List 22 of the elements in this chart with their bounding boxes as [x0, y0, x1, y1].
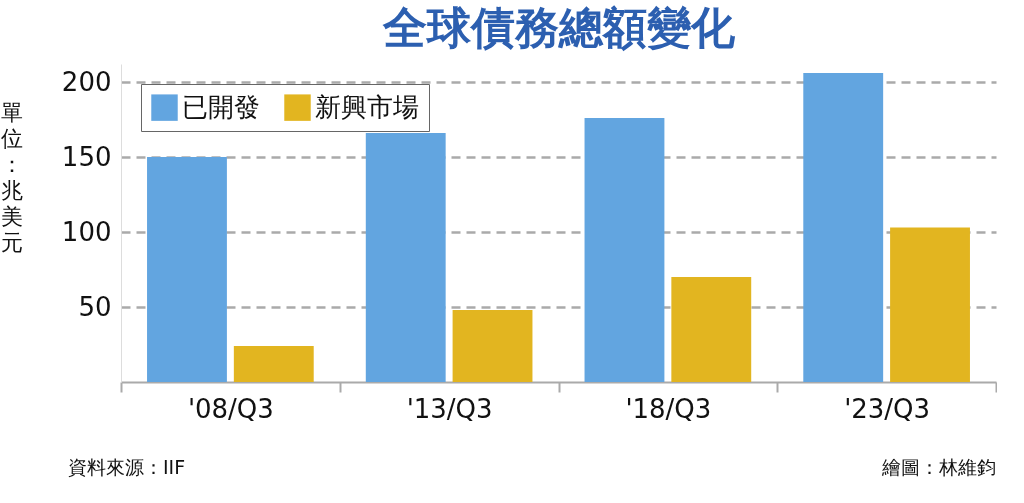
bar [803, 73, 884, 382]
bar [147, 157, 227, 382]
source-note: 資料來源：IIF [68, 455, 186, 480]
y-tick-label: 100 [61, 216, 112, 247]
y-tick-label: 200 [61, 66, 112, 97]
bar [671, 277, 752, 382]
x-tick-label: '13/Q3 [406, 393, 493, 424]
bar [365, 133, 446, 382]
bar [452, 310, 533, 382]
y-tick-label: 150 [61, 141, 112, 172]
x-tick-label: '23/Q3 [844, 393, 931, 424]
legend-label: 已開發 [182, 91, 260, 122]
legend-label: 新興市場 [315, 91, 419, 122]
y-tick-label: 50 [78, 291, 112, 322]
bar [890, 227, 970, 382]
chart-title: 全球債務總額變化 [381, 2, 736, 53]
bar [584, 118, 665, 382]
x-tick-label: '08/Q3 [187, 393, 274, 424]
bar [233, 346, 314, 382]
x-tick-label: '18/Q3 [625, 393, 712, 424]
y-axis-title: 單位：兆美元 [0, 99, 23, 255]
text: 繪圖：林維鈞 [882, 455, 996, 480]
